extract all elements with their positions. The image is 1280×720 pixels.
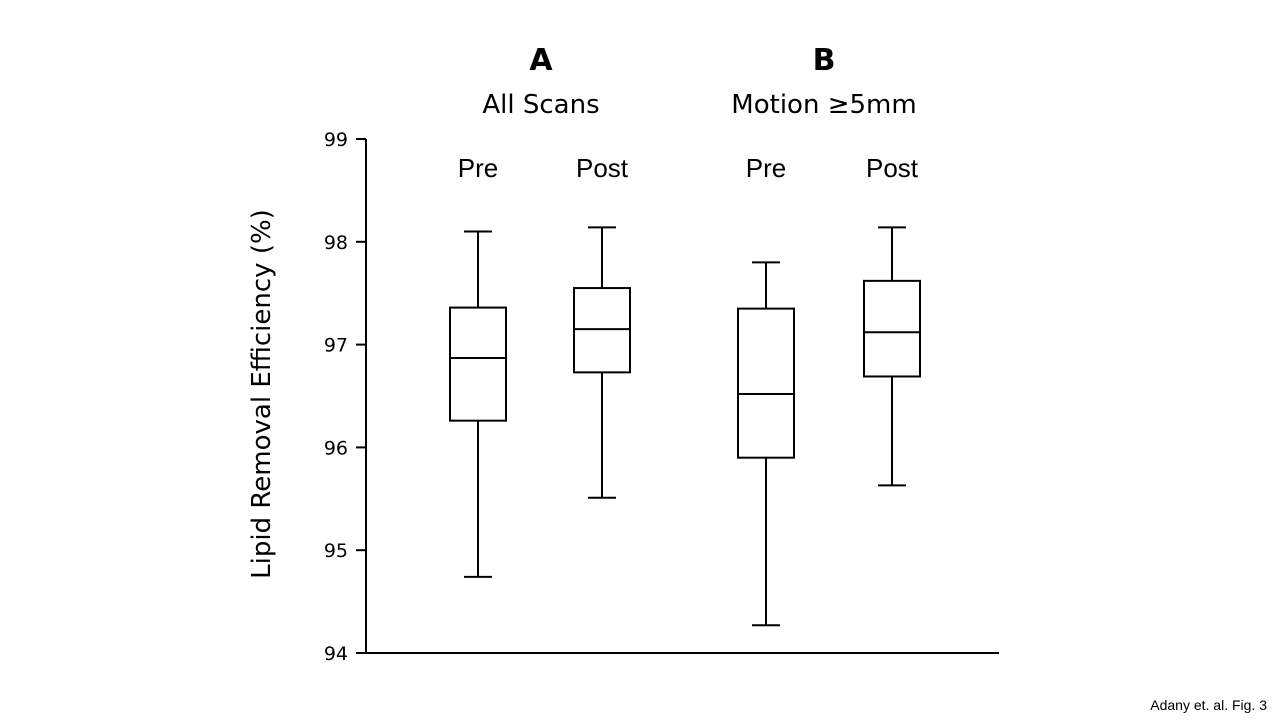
figure-credit: Adany et. al. Fig. 3 xyxy=(1150,697,1267,713)
axes: 94 95 96 97 98 99 xyxy=(324,129,999,665)
y-axis-label: Lipid Removal Efficiency (%) xyxy=(247,209,277,579)
panel-a-letter: A xyxy=(529,43,553,78)
condition-label: Pre xyxy=(746,153,786,183)
box-group-a-post: Post xyxy=(573,153,631,499)
box-group-a-pre: Pre xyxy=(449,153,507,578)
box-group-b-pre: Pre xyxy=(737,153,795,627)
panel-b-subtitle: Motion ≥5mm xyxy=(731,90,916,120)
condition-label: Pre xyxy=(458,153,498,183)
y-tick-label: 96 xyxy=(324,437,348,459)
y-tick-label: 97 xyxy=(324,335,348,357)
iqr-box xyxy=(573,287,631,374)
iqr-box xyxy=(449,306,507,422)
box-groups: Pre Post Pre Post xyxy=(449,153,921,627)
panel-a-header: A All Scans xyxy=(482,43,599,120)
condition-label: Post xyxy=(866,153,919,183)
y-tick-label: 99 xyxy=(324,129,348,151)
panel-a-subtitle: All Scans xyxy=(482,90,599,120)
panel-b-header: B Motion ≥5mm xyxy=(731,43,916,120)
box-group-b-post: Post xyxy=(863,153,921,487)
panel-b-letter: B xyxy=(813,43,836,78)
condition-label: Post xyxy=(576,153,629,183)
y-tick-label: 95 xyxy=(324,540,348,562)
y-tick-label: 94 xyxy=(324,643,348,665)
iqr-box xyxy=(737,307,795,459)
y-tick-label: 98 xyxy=(324,232,348,254)
iqr-box xyxy=(863,279,921,378)
